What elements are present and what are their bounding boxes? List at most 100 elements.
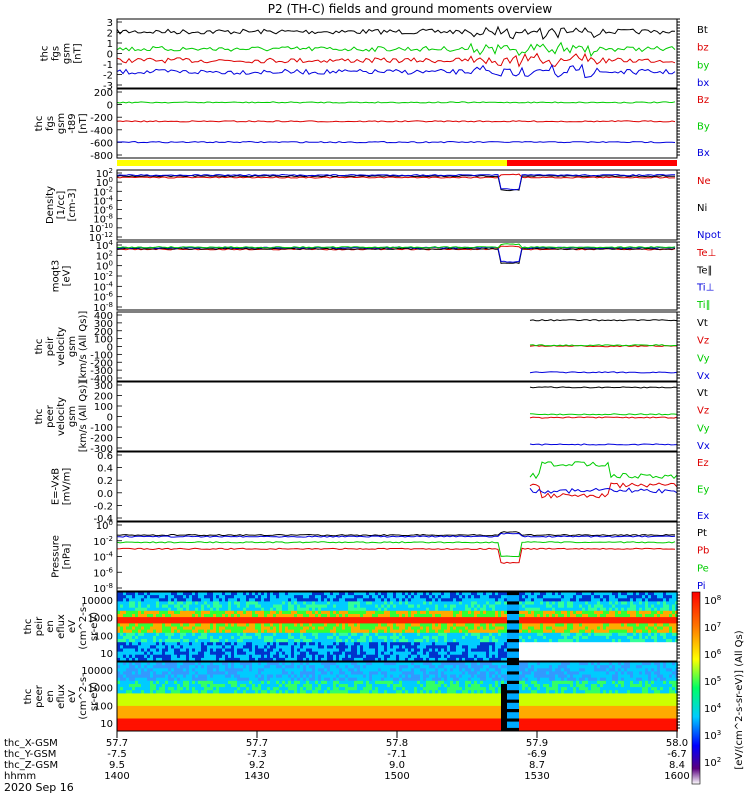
spectrogram-cell [612, 617, 615, 621]
spectrogram-cell [318, 598, 321, 602]
spectrogram-cell [615, 617, 618, 621]
spectrogram-cell [360, 592, 363, 596]
spectrogram-cell [171, 662, 174, 666]
spectrogram-cell [639, 648, 642, 653]
spectrogram-cell [411, 607, 414, 612]
spectrogram-cell [402, 629, 405, 634]
spectrogram-cell [621, 645, 624, 649]
spectrogram-cell [204, 595, 207, 599]
spectrogram-cell [324, 635, 327, 640]
spectrogram-cell [165, 620, 168, 624]
spectrogram-cell [411, 654, 414, 659]
spectrogram-cell [156, 699, 159, 704]
spectrogram-cell [129, 642, 132, 646]
spectrogram-cell [450, 620, 453, 624]
spectrogram-cell [237, 601, 240, 605]
spectrogram-cell [519, 592, 522, 596]
spectrogram-cell [225, 639, 228, 643]
spectrogram-cell [255, 657, 258, 662]
spectrogram-cell [285, 635, 288, 640]
spectrogram-cell [615, 604, 618, 609]
spectrogram-cell [168, 592, 171, 596]
spectrogram-cell [510, 651, 513, 656]
y-tick-label: 10-2 [93, 185, 113, 198]
legend-Vt: Vt [697, 388, 708, 399]
spectrogram-cell [132, 712, 135, 716]
spectrogram-cell [285, 601, 288, 605]
spectrogram-cell [591, 642, 594, 646]
spectrogram-cell [222, 620, 225, 624]
spectrogram-cell [120, 623, 123, 627]
spectrogram-cell [177, 592, 180, 596]
spectrogram-cell [216, 607, 219, 612]
spectrogram-cell [129, 620, 132, 624]
spectrogram-cell [126, 657, 129, 662]
spectrogram-cell [153, 690, 156, 694]
spectrogram-cell [546, 632, 549, 637]
spectrogram-cell [168, 690, 171, 694]
spectrogram-cell [654, 601, 657, 605]
spectrogram-cell [360, 645, 363, 649]
spectrogram-cell [465, 617, 468, 621]
spectrogram-cell [162, 610, 165, 615]
spectrogram-cell [378, 657, 381, 662]
spectrogram-cell [456, 642, 459, 646]
spectrogram-cell [156, 598, 159, 602]
spectrogram-cell [375, 629, 378, 634]
spectrogram-cell [150, 595, 153, 599]
spectrogram-cell [327, 629, 330, 634]
spectrogram-cell [432, 598, 435, 602]
spectrogram-cell [624, 595, 627, 599]
spectrogram-cell [618, 645, 621, 649]
spectrogram-cell [444, 623, 447, 627]
spectrogram-cell [360, 648, 363, 653]
spectrogram-cell [648, 632, 651, 637]
spectrogram-cell [666, 639, 669, 643]
spectrogram-cell [537, 623, 540, 627]
spectrogram-cell [549, 626, 552, 631]
spectrogram-cell [591, 648, 594, 653]
spectrogram-cell [216, 601, 219, 605]
spectrogram-cell [222, 623, 225, 627]
spectrogram-cell [279, 626, 282, 631]
spectrogram-cell [660, 598, 663, 602]
spectrogram-cell [669, 642, 672, 646]
spectrogram-cell [300, 604, 303, 609]
y-axis-label: eflux [56, 684, 67, 709]
spectrogram-cell [243, 645, 246, 649]
spectrogram-cell [330, 620, 333, 624]
y-tick-label: 1 [107, 39, 113, 50]
spectrogram-cell [162, 674, 165, 679]
spectrogram-cell [549, 629, 552, 634]
spectrogram-cell [609, 639, 612, 643]
spectrogram-cell [429, 620, 432, 624]
spectrogram-cell [582, 601, 585, 605]
spectrogram-cell [330, 617, 333, 621]
spectrogram-cell [501, 614, 504, 618]
spectrogram-cell [375, 601, 378, 605]
spectrogram-cell [468, 632, 471, 637]
spectrogram-cell [381, 610, 384, 615]
spectrogram-cell [288, 639, 291, 643]
spectrogram-cell [129, 665, 132, 669]
spectrogram-cell [354, 623, 357, 627]
spectrogram-cell [138, 696, 141, 701]
spectrogram-cell [117, 712, 120, 716]
spectrogram-cell [276, 648, 279, 653]
spectrogram-cell [432, 604, 435, 609]
spectrogram-cell [564, 614, 567, 618]
spectrogram-cell [543, 654, 546, 659]
spectrogram-cell [402, 651, 405, 656]
spectrogram-cell [285, 632, 288, 637]
spectrogram-cell [156, 617, 159, 621]
spectrogram-cell [369, 626, 372, 631]
spectrogram-cell [249, 654, 252, 659]
spectrogram-cell [498, 645, 501, 649]
spectrogram-cell [483, 654, 486, 659]
spectrogram-cell [354, 657, 357, 662]
spectrogram-cell [150, 651, 153, 656]
spectrogram-cell [321, 642, 324, 646]
spectrogram-cell [135, 635, 138, 640]
spectrogram-cell [387, 610, 390, 615]
